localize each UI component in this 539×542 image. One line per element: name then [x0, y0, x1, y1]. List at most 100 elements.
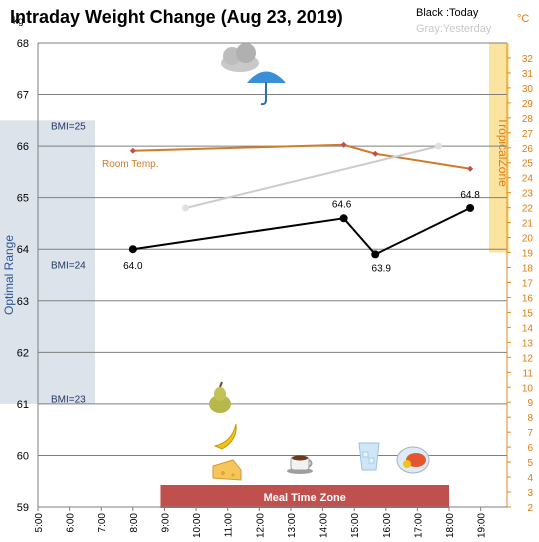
right-tick-label: 2 [527, 503, 533, 514]
today-point [339, 214, 348, 223]
today-data-label: 64.6 [332, 199, 352, 210]
cheese-icon [212, 459, 242, 481]
room-temp-point [372, 150, 379, 157]
right-tick-label: 17 [522, 278, 534, 289]
pear-body [209, 395, 231, 413]
yesterday-point [182, 204, 190, 212]
right-tick-label: 12 [522, 353, 534, 364]
right-tick-label: 29 [522, 99, 534, 110]
optimal-range-label: Optimal Range [2, 235, 16, 315]
meal-time-zone-label: Meal Time Zone [264, 492, 346, 504]
banana-body [213, 423, 237, 450]
x-tick-label: 12:00 [255, 513, 266, 538]
ice-cube [362, 451, 369, 458]
right-tick-label: 15 [522, 308, 534, 319]
x-tick-label: 8:00 [129, 513, 140, 533]
ice-cube [368, 457, 375, 464]
cloud-icon [221, 43, 259, 72]
right-tick-label: 14 [522, 323, 534, 334]
x-tick-label: 14:00 [319, 513, 330, 538]
icons-layer [209, 43, 430, 481]
y-tick-label: 64 [17, 244, 29, 256]
glass-body [358, 442, 380, 471]
pear-stem [219, 381, 223, 388]
right-tick-label: 3 [527, 488, 533, 499]
right-tick-label: 22 [522, 204, 534, 215]
right-tick-label: 20 [522, 234, 534, 245]
cloud-part [236, 43, 256, 63]
right-tick-label: 13 [522, 338, 534, 349]
umbrella-icon [247, 71, 286, 106]
room-temp-line [132, 143, 471, 170]
right-tick-label: 6 [527, 443, 533, 454]
cheese-body [212, 459, 242, 481]
cheese-hole [221, 471, 225, 475]
y-tick-label: 59 [17, 502, 29, 514]
right-tick-label: 30 [522, 84, 534, 95]
right-tick-label: 24 [522, 174, 534, 185]
background-bands: Optimal Range BMI=25 BMI=24 BMI=23 TropicalZ… [0, 43, 510, 508]
pear-icon [209, 381, 231, 413]
y-tick-label: 62 [17, 347, 29, 359]
today-data-label: 64.0 [123, 261, 143, 272]
room-temp-point [340, 141, 347, 148]
series-layer: Room Temp. 64.0 64.6 63.9 64.8 [102, 141, 480, 274]
x-tick-label: 9:00 [160, 513, 171, 533]
x-tick-label: 13:00 [287, 513, 298, 538]
right-tick-label: 7 [527, 428, 533, 439]
right-tick-label: 4 [527, 473, 533, 484]
right-tick-label: 21 [522, 219, 534, 230]
banana-icon [213, 423, 237, 450]
x-tick-label: 17:00 [413, 513, 424, 538]
room-temp-point [129, 147, 136, 154]
today-point [371, 250, 380, 259]
x-tick-label: 10:00 [192, 513, 203, 538]
today-line [132, 207, 471, 256]
bmi-label: BMI=25 [51, 121, 86, 132]
optimal-range-band [0, 120, 95, 404]
y-tick-label: 65 [17, 193, 29, 205]
right-tick-label: 9 [527, 398, 533, 409]
yesterday-point [434, 142, 442, 150]
food-side [403, 460, 411, 468]
room-temp-point [467, 165, 474, 172]
gridlines [38, 42, 507, 508]
right-tick-label: 23 [522, 189, 534, 200]
yesterday-line [185, 145, 439, 209]
umbrella-canopy [247, 71, 286, 83]
x-tick-label: 7:00 [97, 513, 108, 533]
water-glass-icon [358, 442, 380, 471]
axes: 5960616263646566676823456789101112131415… [17, 38, 534, 538]
right-tick-label: 25 [522, 159, 534, 170]
food-main [406, 453, 426, 467]
coffee-handle [308, 459, 313, 468]
meal-time-zone-bar [160, 485, 450, 508]
right-tick-label: 8 [527, 413, 533, 424]
right-tick-label: 27 [522, 129, 534, 140]
right-tick-label: 19 [522, 249, 534, 260]
right-tick-label: 26 [522, 144, 534, 155]
x-tick-label: 11:00 [224, 513, 235, 538]
y-tick-label: 67 [17, 90, 29, 102]
right-tick-label: 18 [522, 264, 534, 275]
today-point [128, 245, 137, 254]
bmi-label: BMI=24 [51, 261, 86, 272]
right-axis-unit: °C [517, 13, 529, 25]
tropical-zone-band [489, 43, 509, 253]
x-tick-label: 19:00 [477, 513, 488, 538]
umbrella-hook [260, 99, 267, 106]
legend-today: Black :Today [416, 7, 479, 19]
coffee-icon [287, 455, 313, 474]
right-tick-label: 5 [527, 458, 533, 469]
chart-title: Intraday Weight Change (Aug 23, 2019) [10, 7, 343, 27]
y-tick-label: 68 [17, 38, 29, 50]
right-tick-label: 10 [522, 383, 534, 394]
right-tick-label: 16 [522, 293, 534, 304]
bmi-label: BMI=23 [51, 395, 86, 406]
x-tick-label: 18:00 [445, 513, 456, 538]
tropical-zone-label: TropicalZone [496, 117, 510, 187]
meal-plate-icon [396, 446, 430, 474]
x-tick-label: 6:00 [66, 513, 77, 533]
pear-top [214, 387, 226, 401]
